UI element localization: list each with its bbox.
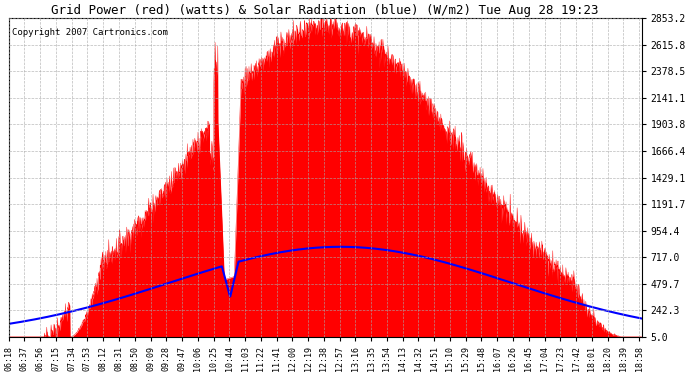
- Title: Grid Power (red) (watts) & Solar Radiation (blue) (W/m2) Tue Aug 28 19:23: Grid Power (red) (watts) & Solar Radiati…: [51, 4, 599, 17]
- Text: Copyright 2007 Cartronics.com: Copyright 2007 Cartronics.com: [12, 28, 168, 37]
